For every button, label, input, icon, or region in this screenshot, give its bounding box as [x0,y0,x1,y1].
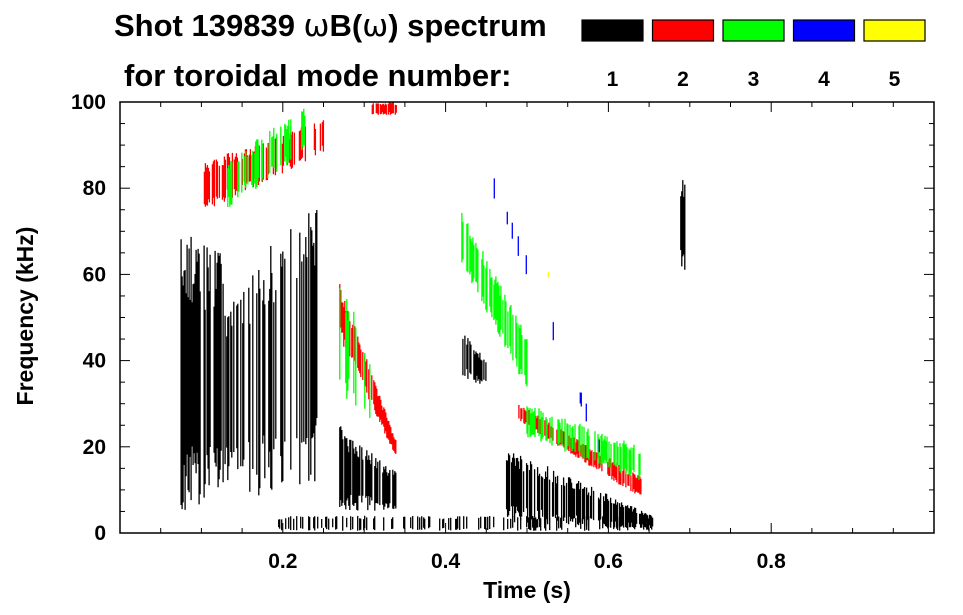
mode-n1-streaks [226,210,318,496]
mode-n3-streaks [339,288,371,418]
legend-label-n4: 4 [818,68,830,91]
title-omega-2: ω [362,8,388,44]
legend-label-n1: 1 [607,68,619,91]
title-omega-1: ω [304,8,330,44]
mode-n3-streaks [526,406,641,480]
legend-swatch-n4 [792,19,856,42]
x-tick-label: 0.4 [431,550,461,573]
x-tick-label: 0.6 [594,550,623,573]
chart-title: Shot 139839 ωB(ω) spectrum [114,8,547,44]
x-tick-label: 0.2 [268,550,297,573]
mode-n3-region-13 [526,406,641,480]
chart-subtitle: for toroidal mode number: [124,58,512,93]
legend-label-n2: 2 [677,68,689,91]
mode-n3-region-11 [227,108,306,207]
legend-label-n3: 3 [748,68,760,91]
mode-n1-streaks [180,236,226,510]
mode-n3-region-12 [461,213,528,387]
y-tick-label: 100 [71,91,106,114]
y-tick-label: 80 [83,177,106,200]
y-tick-label: 40 [83,350,106,373]
mode-n1-region-3 [505,453,654,528]
mode-n1-region-6 [680,180,686,270]
mode-n1-streaks [462,335,487,384]
legend-swatch-n2 [651,19,715,42]
title-suffix: ) spectrum [388,8,546,43]
mode-n1-region-0 [180,236,226,510]
mode-n1-streaks [339,426,397,511]
x-axis: 0.2 0.4 0.6 0.8 [160,102,894,573]
x-axis-title: Time (s) [483,577,571,603]
mode-n2-region-7 [203,120,325,207]
x-tick-label: 0.8 [757,550,787,573]
mode-n1-streaks [505,453,654,528]
mode-n2-streaks [371,102,397,115]
mode-n1-region-4 [278,515,653,531]
title-middle: B( [330,8,363,43]
mode-n1-streaks [278,515,653,531]
mode-n1-streaks [680,180,686,270]
y-axis-title: Frequency (kHz) [12,227,38,406]
y-tick-label: 0 [94,522,106,545]
legend-swatch-n5 [863,19,926,42]
y-tick-label: 20 [83,436,106,459]
mode-n3-streaks [227,108,306,207]
mode-n1-region-5 [462,335,487,384]
mode-n3-region-14 [339,288,371,418]
legend: 1 2 3 4 5 [581,19,926,91]
legend-label-n5: 5 [889,68,901,91]
mode-n2-streaks [203,120,325,207]
title-prefix: Shot 139839 [114,8,304,43]
mode-n4-region-15 [493,178,600,453]
y-axis: 0 20 40 60 80 100 [71,91,934,545]
spectrum-data [180,102,686,531]
legend-swatch-n1 [581,19,644,42]
legend-swatch-n3 [722,19,785,42]
y-tick-label: 60 [83,263,106,286]
mode-n1-region-1 [226,210,318,496]
mode-n3-streaks [461,213,528,387]
mode-n4-streaks [493,178,600,453]
mode-n1-region-2 [339,426,397,511]
mode-n2-region-10 [371,102,397,115]
